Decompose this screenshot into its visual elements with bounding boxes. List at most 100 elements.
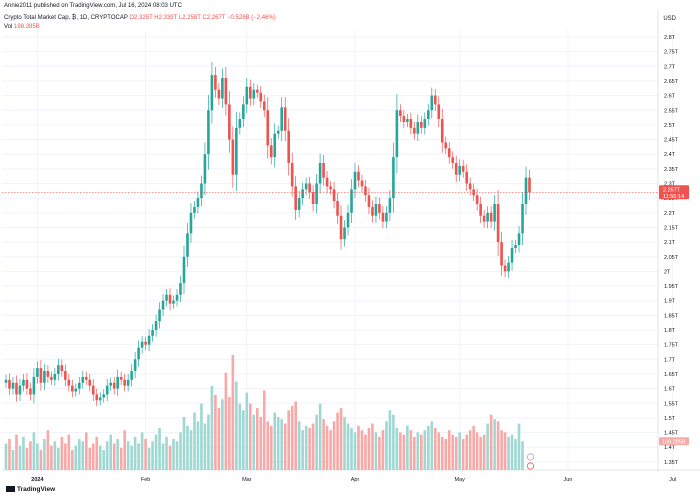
volume-bar: [392, 414, 395, 470]
volume-bar: [77, 439, 81, 470]
currency-label[interactable]: USD: [663, 16, 676, 22]
y-tick-label: 1.85T: [664, 313, 679, 319]
volume-bar: [15, 434, 18, 470]
candle-body: [308, 183, 311, 193]
candle-body: [193, 206, 196, 213]
volume-bar: [36, 443, 39, 470]
volume-bar: [137, 443, 140, 470]
volume-label[interactable]: Vol: [4, 24, 13, 30]
candle-body: [18, 385, 22, 395]
volume-bar: [109, 434, 112, 470]
y-tick-label: 1.5T: [664, 416, 676, 422]
volume-bar: [486, 423, 489, 470]
volume-bar: [332, 421, 336, 470]
volume-bar: [25, 447, 29, 470]
volume-bar: [105, 441, 109, 470]
event-marker-icon: [526, 453, 535, 461]
candle-body: [322, 162, 325, 178]
candle-body: [332, 189, 336, 202]
candle-body: [154, 321, 158, 330]
candle-body: [496, 204, 500, 243]
candle-body: [350, 189, 353, 213]
volume-bar: [151, 441, 154, 470]
candle-body: [119, 376, 123, 380]
volume-bar: [294, 401, 297, 470]
volume-bar: [22, 436, 25, 470]
candle-body: [416, 121, 420, 134]
volume-bar: [172, 439, 175, 470]
y-tick-label: 2.1T: [664, 240, 676, 246]
volume-bar: [423, 430, 427, 470]
candle-body: [468, 183, 472, 190]
volume-bar: [133, 436, 137, 470]
volume-bar: [231, 355, 235, 470]
y-tick-label: 1.95T: [664, 284, 679, 290]
candle-body: [249, 86, 252, 99]
volume-bar: [249, 403, 252, 470]
x-tick-label: Jul: [669, 477, 676, 483]
volume-bar: [217, 408, 221, 470]
volume-bar: [235, 381, 238, 470]
candle-body: [238, 119, 242, 128]
volume-bar: [189, 430, 193, 470]
candle-body: [161, 300, 165, 310]
volume-bar: [57, 447, 60, 470]
candle-body: [273, 133, 277, 158]
event-marker-icon: [526, 462, 535, 470]
volume-bar: [273, 412, 277, 470]
y-tick-label: 2.7T: [664, 64, 676, 70]
volume-bar: [378, 436, 381, 470]
volume-bar: [95, 436, 99, 470]
volume-bar: [32, 432, 36, 470]
volume-bar: [71, 450, 74, 470]
candle-body: [458, 165, 461, 175]
y-tick-label: 1.9T: [664, 299, 676, 305]
volume-bar: [123, 430, 126, 470]
candle-body: [297, 198, 301, 210]
candle-body: [235, 127, 238, 175]
y-tick-label: 2.45T: [664, 138, 679, 144]
candle-body: [4, 379, 8, 383]
publish-caption: Annie2011 published on TradingView.com, …: [4, 3, 182, 9]
candle-body: [175, 294, 179, 301]
candle-body: [329, 186, 332, 190]
volume-bar: [475, 432, 479, 470]
volume-bar: [468, 430, 472, 470]
candle-body: [217, 89, 221, 99]
candle-body: [486, 212, 489, 222]
candle-body: [262, 101, 266, 111]
candle-body: [528, 177, 531, 193]
brand-name: TradingView: [17, 486, 56, 493]
candle-body: [130, 371, 133, 380]
volume-bar: [420, 434, 423, 470]
volume-bar: [116, 439, 119, 470]
volume-bar: [11, 450, 15, 470]
volume-bar: [437, 432, 441, 470]
volume-bar: [67, 434, 71, 470]
volume-value: 198.285B: [14, 24, 40, 30]
volume-bar: [221, 399, 224, 470]
candle-body: [507, 262, 510, 272]
candle-body: [25, 379, 29, 389]
volume-bar: [301, 430, 304, 470]
volume-bar: [130, 445, 133, 470]
volume-bar: [276, 416, 280, 470]
tradingview-mark-icon: [6, 486, 15, 492]
volume-bar: [91, 443, 95, 470]
candle-body: [77, 382, 81, 389]
volume-bar: [454, 436, 458, 470]
volume-bar: [311, 423, 315, 470]
candle-body: [266, 110, 270, 146]
y-tick-label: 2.05T: [664, 255, 679, 261]
volume-bar: [318, 403, 322, 470]
y-tick-label: 2.55T: [664, 108, 679, 114]
volume-bar: [196, 421, 200, 470]
last-price-tag: [659, 185, 689, 200]
volume-bar: [186, 425, 189, 470]
candle-body: [409, 119, 413, 128]
candle-body: [112, 382, 116, 389]
symbol-name[interactable]: Crypto Total Market Cap, ₿, 1D, CRYPTOCA…: [4, 15, 128, 21]
candle-body: [290, 162, 294, 187]
candle-body: [147, 335, 151, 345]
